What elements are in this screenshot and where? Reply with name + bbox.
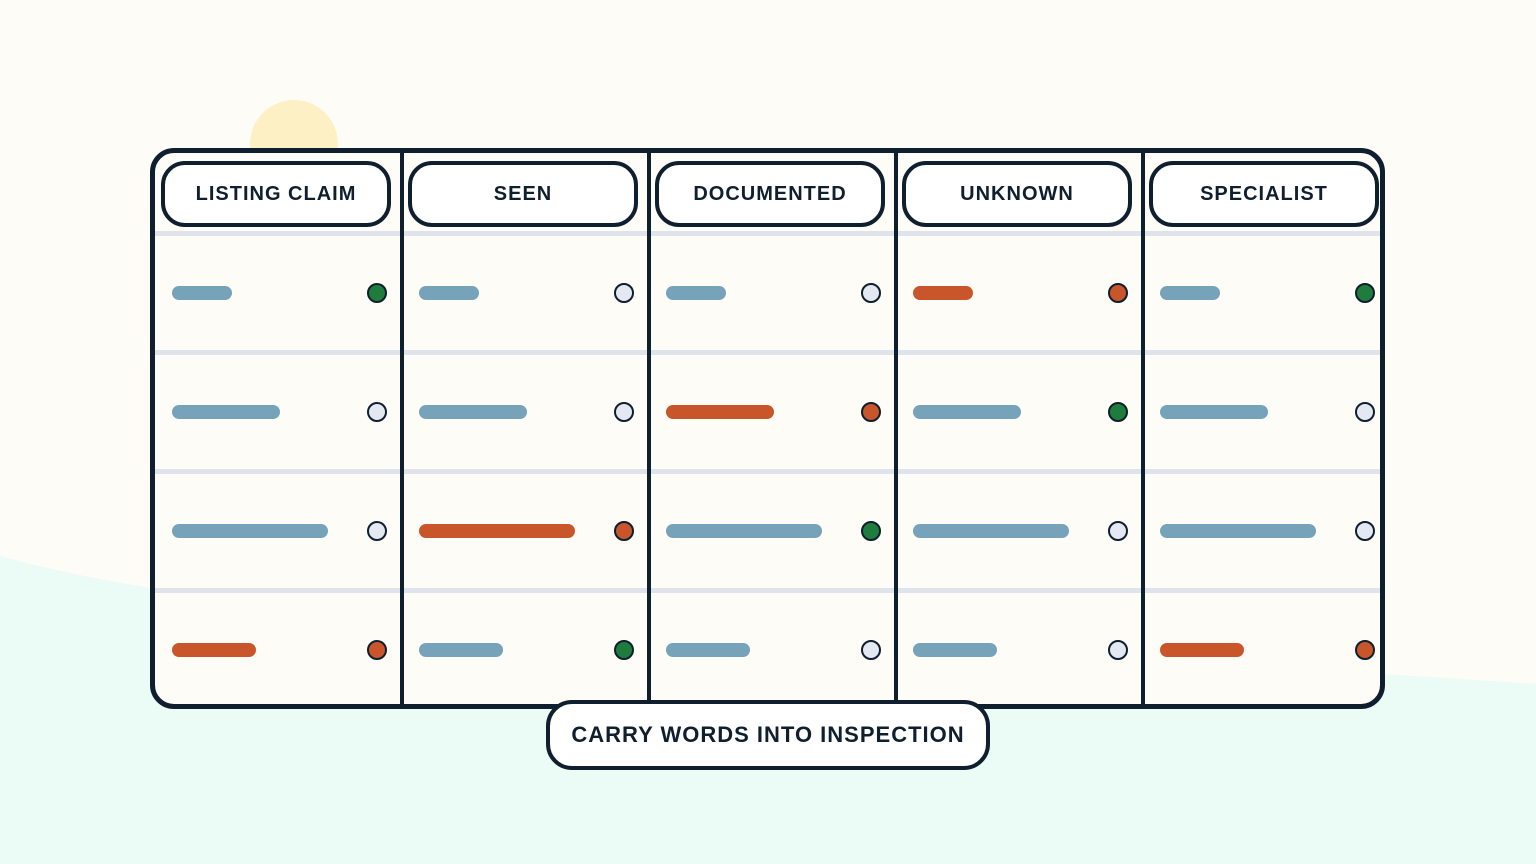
- status-dot-green: [614, 640, 634, 660]
- column-header-label: SEEN: [493, 182, 553, 205]
- status-dot-empty: [1355, 402, 1375, 422]
- row-divider: [155, 350, 1380, 355]
- row-divider: [155, 469, 1380, 474]
- neutral-bar: [666, 643, 750, 657]
- grid-cell: [402, 355, 649, 469]
- column-divider: [894, 153, 898, 704]
- status-dot-empty: [367, 402, 387, 422]
- grid-cell: [896, 474, 1143, 588]
- grid-cell: [155, 236, 402, 350]
- neutral-bar: [666, 524, 822, 538]
- alert-bar: [913, 286, 973, 300]
- neutral-bar: [913, 524, 1069, 538]
- column-header-label: UNKNOWN: [960, 182, 1074, 205]
- status-dot-empty: [1108, 521, 1128, 541]
- neutral-bar: [666, 286, 726, 300]
- column-header-label: DOCUMENTED: [693, 182, 847, 205]
- grid-cell: [896, 355, 1143, 469]
- status-dot-empty: [1355, 521, 1375, 541]
- status-dot-empty: [367, 521, 387, 541]
- neutral-bar: [172, 405, 280, 419]
- status-dot-empty: [861, 283, 881, 303]
- neutral-bar: [419, 405, 527, 419]
- alert-bar: [419, 524, 575, 538]
- neutral-bar: [1160, 286, 1220, 300]
- neutral-bar: [1160, 405, 1268, 419]
- grid-cell: [402, 236, 649, 350]
- grid-cell: [1143, 593, 1390, 707]
- grid-cell: [155, 355, 402, 469]
- neutral-bar: [1160, 524, 1316, 538]
- grid-cell: [1143, 236, 1390, 350]
- footer-caption: CARRY WORDS INTO INSPECTION: [546, 700, 990, 770]
- neutral-bar: [419, 643, 503, 657]
- grid-cell: [155, 474, 402, 588]
- grid-cell: [649, 474, 896, 588]
- column-header: SPECIALIST: [1149, 161, 1379, 227]
- status-dot-red: [861, 402, 881, 422]
- status-dot-green: [1355, 283, 1375, 303]
- status-dot-red: [1108, 283, 1128, 303]
- grid-cell: [649, 236, 896, 350]
- status-dot-red: [367, 640, 387, 660]
- grid-cell: [1143, 355, 1390, 469]
- grid-cell: [402, 593, 649, 707]
- grid-cell: [402, 474, 649, 588]
- neutral-bar: [419, 286, 479, 300]
- column-divider: [647, 153, 651, 704]
- grid-cell: [896, 236, 1143, 350]
- status-dot-empty: [614, 402, 634, 422]
- row-divider: [155, 231, 1380, 236]
- grid-cell: [896, 593, 1143, 707]
- footer-caption-text: CARRY WORDS INTO INSPECTION: [571, 722, 965, 747]
- column-header: SEEN: [408, 161, 638, 227]
- status-dot-red: [1355, 640, 1375, 660]
- neutral-bar: [913, 405, 1021, 419]
- column-header: UNKNOWN: [902, 161, 1132, 227]
- alert-bar: [172, 643, 256, 657]
- neutral-bar: [172, 524, 328, 538]
- status-dot-green: [861, 521, 881, 541]
- grid-cell: [649, 355, 896, 469]
- grid-cell: [155, 593, 402, 707]
- status-dot-empty: [614, 283, 634, 303]
- comparison-board: LISTING CLAIM SEEN DOCUMENTED UNKNOWN SPECIA…: [150, 148, 1385, 709]
- status-dot-green: [1108, 402, 1128, 422]
- column-header-label: SPECIALIST: [1200, 182, 1328, 205]
- neutral-bar: [913, 643, 997, 657]
- status-dot-green: [367, 283, 387, 303]
- status-dot-empty: [861, 640, 881, 660]
- status-dot-empty: [1108, 640, 1128, 660]
- column-header: LISTING CLAIM: [161, 161, 391, 227]
- row-divider: [155, 588, 1380, 593]
- column-divider: [1141, 153, 1145, 704]
- column-divider: [400, 153, 404, 704]
- grid-cell: [649, 593, 896, 707]
- neutral-bar: [172, 286, 232, 300]
- grid-cell: [1143, 474, 1390, 588]
- column-header: DOCUMENTED: [655, 161, 885, 227]
- status-dot-red: [614, 521, 634, 541]
- column-header-label: LISTING CLAIM: [195, 182, 357, 205]
- alert-bar: [1160, 643, 1244, 657]
- alert-bar: [666, 405, 774, 419]
